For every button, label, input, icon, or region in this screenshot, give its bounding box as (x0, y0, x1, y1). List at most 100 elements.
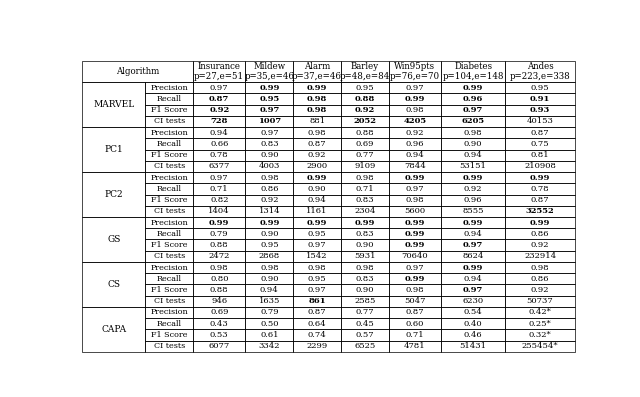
Bar (505, 307, 575, 318)
Text: 0.79: 0.79 (210, 230, 228, 238)
Bar (388, 183, 441, 195)
Text: Recall: Recall (157, 95, 182, 103)
Bar (145, 284, 193, 296)
Text: 0.99: 0.99 (463, 84, 483, 92)
Bar (246, 150, 293, 161)
Text: CI tests: CI tests (154, 252, 185, 260)
Text: 70640: 70640 (401, 252, 428, 260)
Text: 32552: 32552 (525, 207, 554, 216)
Text: 2900: 2900 (307, 162, 328, 170)
Text: 0.94: 0.94 (308, 196, 326, 204)
Bar (145, 273, 193, 284)
Text: Recall: Recall (157, 320, 182, 328)
Text: 0.82: 0.82 (210, 196, 228, 204)
Bar (341, 138, 388, 150)
Text: 0.88: 0.88 (356, 129, 374, 137)
Text: 0.54: 0.54 (464, 308, 483, 316)
Bar (505, 239, 575, 251)
Bar (505, 62, 575, 82)
Text: 0.98: 0.98 (406, 106, 424, 114)
Text: 0.99: 0.99 (209, 219, 230, 227)
Bar (341, 183, 388, 195)
Bar (246, 296, 293, 307)
Text: Recall: Recall (157, 185, 182, 193)
Text: 3342: 3342 (259, 342, 280, 350)
Bar (293, 239, 341, 251)
Text: 0.83: 0.83 (260, 140, 278, 148)
Text: 0.98: 0.98 (260, 264, 278, 272)
Text: 0.50: 0.50 (260, 320, 278, 328)
Bar (145, 228, 193, 239)
Bar (293, 172, 341, 183)
Bar (388, 284, 441, 296)
Text: 0.95: 0.95 (531, 84, 549, 92)
Bar (341, 341, 388, 352)
Bar (441, 127, 505, 138)
Text: 0.99: 0.99 (463, 173, 483, 182)
Text: 0.98: 0.98 (406, 196, 424, 204)
Text: 0.91: 0.91 (530, 95, 550, 103)
Text: CI tests: CI tests (154, 297, 185, 305)
Bar (505, 138, 575, 150)
Text: 0.98: 0.98 (307, 106, 327, 114)
Text: 8555: 8555 (462, 207, 484, 216)
Bar (246, 307, 293, 318)
Text: 0.98: 0.98 (210, 264, 228, 272)
Bar (341, 195, 388, 206)
Text: 1542: 1542 (307, 252, 328, 260)
Text: 0.87: 0.87 (406, 308, 424, 316)
Bar (341, 150, 388, 161)
Text: 0.95: 0.95 (308, 230, 326, 238)
Text: 0.95: 0.95 (259, 95, 280, 103)
Text: 0.96: 0.96 (464, 196, 483, 204)
Text: Precision: Precision (150, 129, 188, 137)
Bar (293, 318, 341, 330)
Bar (505, 161, 575, 172)
Bar (193, 330, 246, 341)
Text: 0.94: 0.94 (464, 275, 483, 283)
Text: 210908: 210908 (524, 162, 556, 170)
Text: 0.99: 0.99 (404, 275, 425, 283)
Text: 881: 881 (309, 118, 325, 125)
Text: Algorithm: Algorithm (116, 67, 159, 76)
Bar (293, 127, 341, 138)
Bar (505, 172, 575, 183)
Text: 0.97: 0.97 (210, 173, 228, 182)
Text: 0.90: 0.90 (260, 230, 278, 238)
Bar (145, 138, 193, 150)
Bar (293, 217, 341, 228)
Bar (505, 150, 575, 161)
Bar (193, 127, 246, 138)
Bar (441, 105, 505, 116)
Text: PC1: PC1 (104, 145, 124, 154)
Bar (388, 62, 441, 82)
Bar (246, 82, 293, 93)
Bar (246, 273, 293, 284)
Bar (145, 161, 193, 172)
Text: Precision: Precision (150, 84, 188, 92)
Bar (441, 251, 505, 262)
Text: 1635: 1635 (259, 297, 280, 305)
Bar (441, 161, 505, 172)
Text: F1 Score: F1 Score (151, 331, 188, 339)
Bar (193, 217, 246, 228)
Bar (83, 127, 145, 172)
Bar (388, 161, 441, 172)
Text: 0.77: 0.77 (356, 151, 374, 159)
Bar (388, 127, 441, 138)
Text: 0.98: 0.98 (308, 129, 326, 137)
Text: Diabetes
p=104,e=148: Diabetes p=104,e=148 (442, 62, 504, 81)
Text: 0.92: 0.92 (531, 286, 549, 294)
Bar (505, 341, 575, 352)
Text: 0.86: 0.86 (260, 185, 278, 193)
Text: 53151: 53151 (460, 162, 486, 170)
Text: 0.95: 0.95 (308, 275, 326, 283)
Bar (293, 183, 341, 195)
Text: 0.32*: 0.32* (529, 331, 552, 339)
Bar (341, 82, 388, 93)
Text: 0.83: 0.83 (356, 275, 374, 283)
Bar (505, 195, 575, 206)
Text: 0.83: 0.83 (356, 196, 374, 204)
Text: 1314: 1314 (259, 207, 280, 216)
Bar (341, 161, 388, 172)
